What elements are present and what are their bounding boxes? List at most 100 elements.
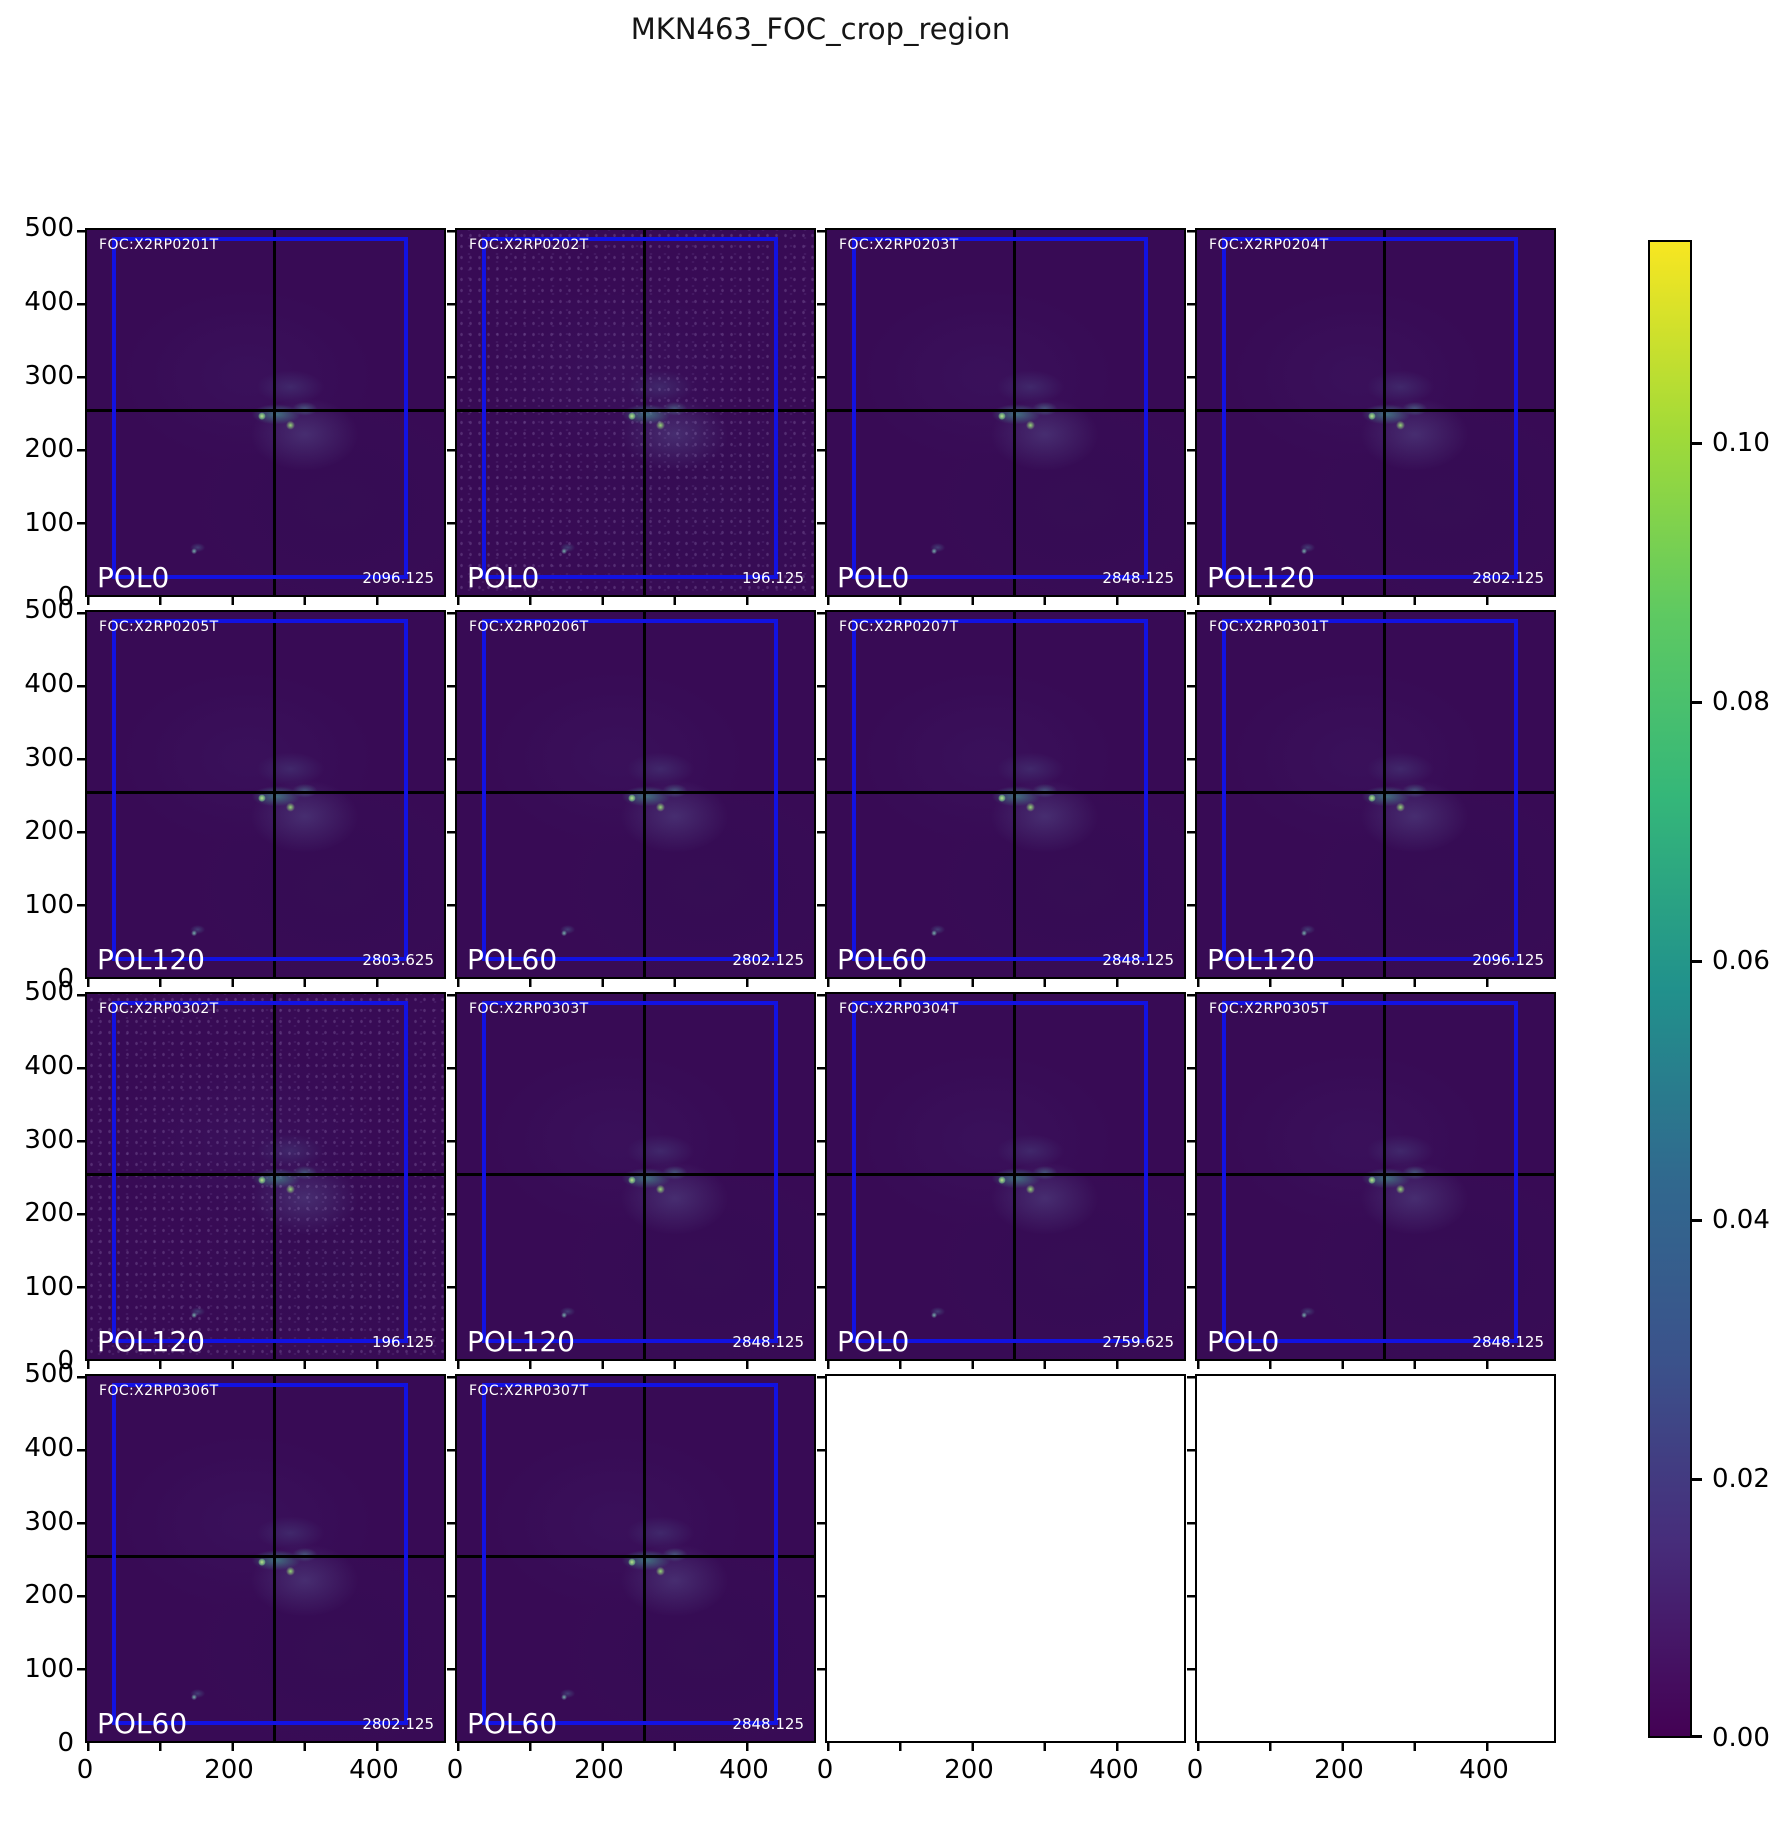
foc-label: FOC:X2RP0204T [1209,237,1329,253]
colorbar [1648,240,1692,1738]
y-axis-tick-label: 0 [57,964,74,994]
foc-label: FOC:X2RP0201T [99,237,219,253]
crosshair-overlay [1197,994,1554,1359]
exptime-label: 2096.125 [1472,951,1544,969]
pol-label: POL120 [97,943,205,976]
crosshair-overlay [1197,612,1554,977]
crosshair-overlay [827,612,1184,977]
aperture-outline [481,619,779,961]
crosshair-overlay [87,612,444,977]
figure-title: MKN463_FOC_crop_region [630,12,1011,46]
colorbar-tick [1692,960,1702,963]
colorbar-tick-label: 0.10 [1712,428,1770,458]
exptime-label: 2803.625 [362,951,434,969]
image-panel: FOC:X2RP0301T POL120 2096.125 [1187,610,1556,987]
aperture-outline [111,1001,409,1343]
y-axis-tick-label: 400 [24,287,74,317]
crosshair-overlay [457,612,814,977]
crosshair-overlay [827,994,1184,1359]
y-axis-tick-label: 300 [24,361,74,391]
image-panel: FOC:X2RP0204T POL120 2802.125 [1187,228,1556,605]
image-panel: FOC:X2RP0306T POL60 2802.125 [77,1374,446,1751]
image-panel: FOC:X2RP0207T POL60 2848.125 [817,610,1186,987]
image-panel: FOC:X2RP0303T POL120 2848.125 [447,992,816,1369]
image-panel: FOC:X2RP0206T POL60 2802.125 [447,610,816,987]
y-axis-tick-label: 500 [24,1359,74,1389]
aperture-outline [481,1383,779,1725]
aperture-outline [1221,237,1519,579]
x-axis-tick-label: 400 [1459,1755,1509,1785]
x-axis-tick-label: 0 [446,1755,464,1785]
y-axis-tick-label: 100 [24,508,74,538]
colorbar-tick [1692,701,1702,704]
crosshair-overlay [457,994,814,1359]
exptime-label: 2096.125 [362,569,434,587]
x-axis-tick-label: 0 [816,1755,834,1785]
pol-label: POL60 [97,1707,188,1740]
foc-label: FOC:X2RP0307T [469,1383,589,1399]
exptime-label: 2848.125 [732,1333,804,1351]
image-panel: FOC:X2RP0202T POL0 196.125 [447,228,816,605]
image-panel: FOC:X2RP0304T POL0 2759.625 [817,992,1186,1369]
exptime-label: 2848.125 [1472,1333,1544,1351]
y-axis-tick-label: 100 [24,1272,74,1302]
exptime-label: 196.125 [741,569,804,587]
y-axis-tick-label: 100 [24,1654,74,1684]
image-panel: FOC:X2RP0205T POL120 2803.625 [77,610,446,987]
foc-label: FOC:X2RP0206T [469,619,589,635]
foc-label: FOC:X2RP0301T [1209,619,1329,635]
crosshair-overlay [87,1376,444,1741]
foc-label: FOC:X2RP0207T [839,619,959,635]
y-axis-tick-label: 0 [57,582,74,612]
crosshair-overlay [87,994,444,1359]
y-axis-tick-label: 0 [57,1728,74,1758]
colorbar-tick-label: 0.04 [1712,1205,1770,1235]
exptime-label: 2802.125 [362,1715,434,1733]
image-panel: FOC:X2RP0305T POL0 2848.125 [1187,992,1556,1369]
foc-label: FOC:X2RP0202T [469,237,589,253]
y-axis-tick-label: 400 [24,669,74,699]
exptime-label: 196.125 [371,1333,434,1351]
colorbar-tick-label: 0.08 [1712,687,1770,717]
image-panel: FOC:X2RP0203T POL0 2848.125 [817,228,1186,605]
pol-label: POL60 [467,1707,558,1740]
aperture-outline [111,1383,409,1725]
y-axis-tick-label: 400 [24,1433,74,1463]
x-axis-tick-label: 400 [1089,1755,1139,1785]
foc-label: FOC:X2RP0306T [99,1383,219,1399]
aperture-outline [481,1001,779,1343]
pol-label: POL120 [1207,943,1315,976]
crosshair-overlay [457,1376,814,1741]
foc-label: FOC:X2RP0203T [839,237,959,253]
y-axis-tick-label: 300 [24,1507,74,1537]
colorbar-tick [1692,1478,1702,1481]
exptime-label: 2759.625 [1102,1333,1174,1351]
x-axis-tick-label: 200 [944,1755,994,1785]
aperture-outline [111,619,409,961]
empty-panel [817,1374,1186,1751]
y-axis-tick-label: 200 [24,1198,74,1228]
crosshair-overlay [457,230,814,595]
aperture-outline [111,237,409,579]
exptime-label: 2848.125 [1102,951,1174,969]
y-axis-tick-label: 300 [24,743,74,773]
exptime-label: 2802.125 [1472,569,1544,587]
empty-panel [1187,1374,1556,1751]
y-axis-tick-label: 200 [24,1580,74,1610]
image-panel: FOC:X2RP0201T POL0 2096.125 [77,228,446,605]
pol-label: POL0 [467,561,540,594]
x-axis-tick-label: 200 [1314,1755,1364,1785]
pol-label: POL120 [467,1325,575,1358]
pol-label: POL0 [837,1325,910,1358]
pol-label: POL60 [837,943,928,976]
y-axis-tick-label: 200 [24,816,74,846]
x-axis-tick-label: 400 [719,1755,769,1785]
pol-label: POL60 [467,943,558,976]
aperture-outline [851,619,1149,961]
crosshair-overlay [827,230,1184,595]
exptime-label: 2848.125 [1102,569,1174,587]
colorbar-tick [1692,442,1702,445]
y-axis-tick-label: 400 [24,1051,74,1081]
exptime-label: 2848.125 [732,1715,804,1733]
